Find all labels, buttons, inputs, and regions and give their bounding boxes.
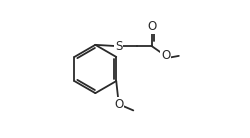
Text: O: O [147, 20, 156, 33]
Text: O: O [161, 49, 170, 62]
Text: S: S [115, 40, 122, 53]
Text: O: O [114, 98, 124, 111]
